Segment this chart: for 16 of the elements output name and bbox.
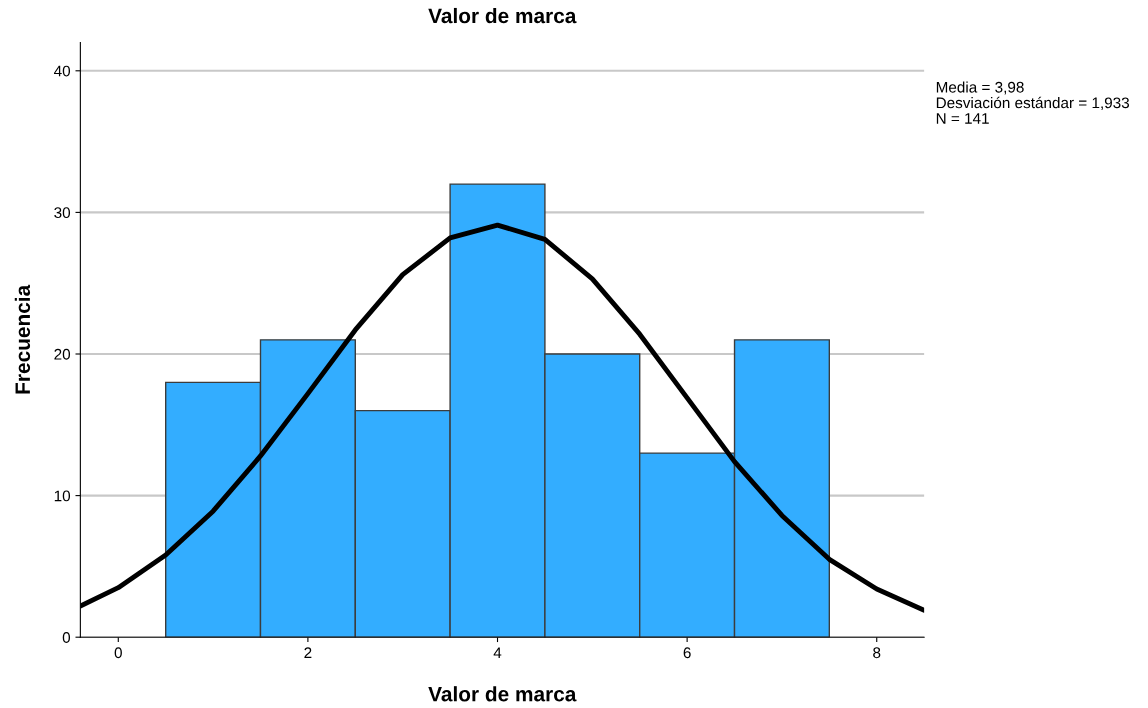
y-tick-label: 30: [54, 207, 71, 219]
text: Desviación estándar = 1,933: [936, 96, 1130, 111]
y-tick-label: 40: [54, 65, 71, 77]
x-tick-label: 0: [114, 647, 122, 659]
y-tick-label: 20: [54, 348, 71, 360]
x-tick-label: 2: [304, 647, 312, 658]
text: N = 141: [936, 113, 989, 124]
y-axis-title: Frecuencia: [14, 284, 31, 394]
chart-title: Valor de marca: [428, 7, 577, 24]
text: Media = 3,98: [936, 81, 1024, 95]
x-axis-title: Valor de marca: [428, 686, 577, 702]
x-tick-label: 8: [873, 647, 881, 659]
y-tick-label: 10: [54, 490, 71, 502]
x-tick-label: 4: [493, 647, 502, 658]
x-tick-label: 6: [683, 647, 691, 659]
y-tick-label: 0: [62, 632, 71, 643]
